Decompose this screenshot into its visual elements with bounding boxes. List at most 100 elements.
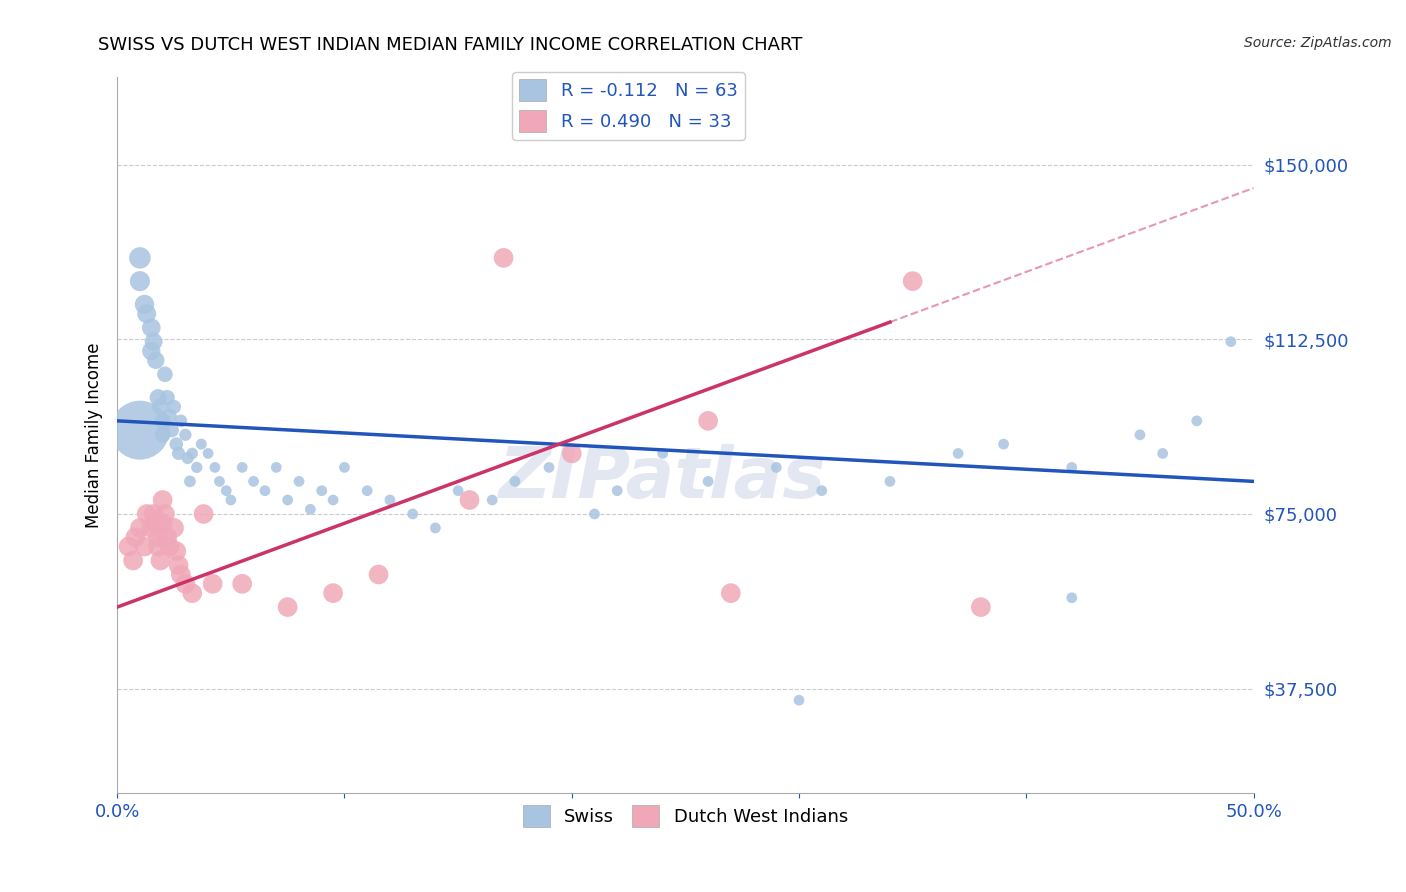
Point [277,493,299,508]
Point [447,483,470,498]
Point [208,475,231,489]
Y-axis label: Median Family Income: Median Family Income [86,343,103,528]
Point [322,586,344,600]
Point [810,483,832,498]
Point [156,530,179,544]
Point [163,400,186,414]
Point [901,274,924,288]
Point [277,600,299,615]
Point [193,507,215,521]
Point [149,553,172,567]
Point [204,460,226,475]
Point [152,516,174,531]
Point [156,391,179,405]
Text: ZIPatlas: ZIPatlas [499,444,827,513]
Point [190,437,212,451]
Point [181,586,204,600]
Point [146,391,169,405]
Point [219,493,242,508]
Point [135,307,157,321]
Point [970,600,993,615]
Point [765,460,787,475]
Point [288,475,311,489]
Point [145,353,167,368]
Point [946,446,969,460]
Point [141,521,163,535]
Point [378,493,401,508]
Point [299,502,322,516]
Point [141,320,163,334]
Point [253,483,276,498]
Point [163,521,186,535]
Point [141,343,163,358]
Point [1129,427,1152,442]
Text: Source: ZipAtlas.com: Source: ZipAtlas.com [1244,36,1392,50]
Point [160,423,183,437]
Point [879,475,901,489]
Point [129,274,152,288]
Point [167,446,190,460]
Point [152,427,174,442]
Point [159,540,181,554]
Point [165,437,187,451]
Point [179,475,201,489]
Point [787,693,810,707]
Point [134,540,156,554]
Point [129,251,152,265]
Point [197,446,219,460]
Text: SWISS VS DUTCH WEST INDIAN MEDIAN FAMILY INCOME CORRELATION CHART: SWISS VS DUTCH WEST INDIAN MEDIAN FAMILY… [98,36,803,54]
Point [146,530,169,544]
Legend: Swiss, Dutch West Indians: Swiss, Dutch West Indians [516,798,855,834]
Point [697,475,720,489]
Point [1219,334,1241,349]
Point [697,414,720,428]
Point [367,567,389,582]
Point [583,507,606,521]
Point [181,446,204,460]
Point [720,586,742,600]
Point [152,414,174,428]
Point [1185,414,1208,428]
Point [117,540,139,554]
Point [129,423,152,437]
Point [333,460,356,475]
Point [122,553,145,567]
Point [481,493,503,508]
Point [458,493,481,508]
Point [146,540,169,554]
Point [135,507,157,521]
Point [124,530,146,544]
Point [142,507,165,521]
Point [159,409,181,424]
Point [322,493,344,508]
Point [425,521,447,535]
Point [129,521,152,535]
Point [356,483,378,498]
Point [153,507,176,521]
Point [606,483,628,498]
Point [152,493,174,508]
Point [993,437,1015,451]
Point [242,475,264,489]
Point [201,577,224,591]
Point [561,446,583,460]
Point [165,544,187,558]
Point [311,483,333,498]
Point [153,368,176,382]
Point [231,577,253,591]
Point [492,251,515,265]
Point [215,483,238,498]
Point [1060,591,1083,605]
Point [149,400,172,414]
Point [503,475,526,489]
Point [186,460,208,475]
Point [266,460,288,475]
Point [231,460,253,475]
Point [170,567,193,582]
Point [174,427,197,442]
Point [145,516,167,531]
Point [134,297,156,311]
Point [142,334,165,349]
Point [537,460,560,475]
Point [167,558,190,573]
